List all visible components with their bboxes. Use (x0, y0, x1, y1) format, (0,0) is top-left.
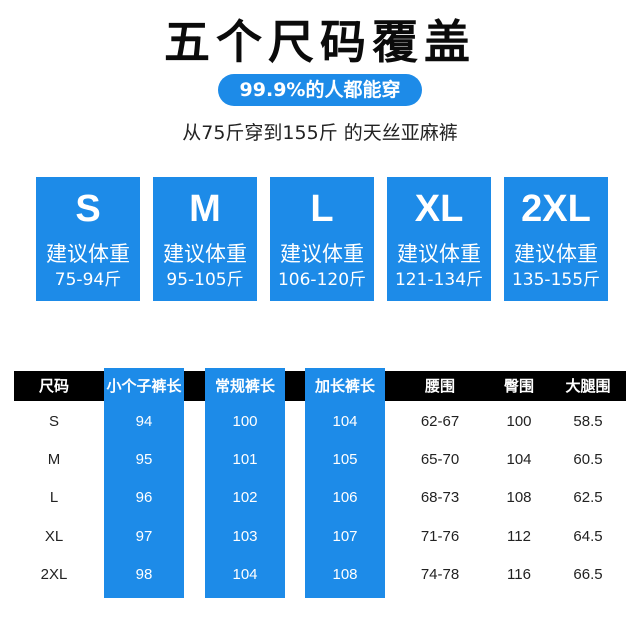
card-weight-label: 建议体重 (46, 242, 130, 266)
table-cell: 104 (506, 451, 532, 468)
size-card-s: S 建议体重 75-94斤 (36, 177, 140, 301)
table-cell: 116 (507, 566, 531, 583)
table-header-cell: 常规裤长 (214, 377, 275, 395)
table-cell: 60.5 (573, 451, 603, 468)
table-cell: L (49, 489, 59, 506)
table-header-cell: 小个子裤长 (106, 377, 182, 395)
card-size: L (310, 188, 334, 230)
table-cell: 112 (507, 528, 531, 545)
table-cell: 106 (332, 489, 358, 506)
table-header-cell: 臀围 (503, 377, 534, 395)
card-size: XL (414, 188, 464, 230)
size-cards: S 建议体重 75-94斤 M 建议体重 95-105斤 L 建议体重 106-… (36, 177, 614, 301)
card-weight-label: 建议体重 (163, 242, 247, 266)
table-cell: 100 (506, 413, 532, 430)
table-cell: 103 (232, 528, 258, 545)
table-cell: 108 (332, 566, 358, 583)
card-weight-range: 135-155斤 (511, 270, 601, 290)
table-cell: 108 (506, 489, 532, 506)
table-cell: 100 (232, 413, 258, 430)
card-weight-label: 建议体重 (280, 242, 364, 266)
table-header-cell: 加长裤长 (314, 377, 375, 395)
card-size: 2XL (521, 188, 591, 230)
size-card-l: L 建议体重 106-120斤 (270, 177, 374, 301)
table-cell: 74-78 (420, 566, 460, 583)
card-weight-label: 建议体重 (514, 242, 598, 266)
table-cell: M (47, 451, 61, 468)
table-cell: 98 (135, 566, 153, 583)
card-weight-label: 建议体重 (397, 242, 481, 266)
table-cell: 66.5 (573, 566, 603, 583)
table-cell: 102 (232, 489, 258, 506)
size-card-xl: XL 建议体重 121-134斤 (387, 177, 491, 301)
table-header-cell: 尺码 (38, 377, 69, 395)
table-cell: 68-73 (420, 489, 460, 506)
table-cell: S (48, 413, 59, 430)
table-header-cell: 大腿围 (565, 377, 611, 395)
table-cell: 101 (232, 451, 258, 468)
table-cell: 95 (135, 451, 153, 468)
table-cell: 107 (332, 528, 358, 545)
table-cell: XL (44, 528, 64, 545)
table-cell: 62-67 (420, 413, 460, 430)
page-subtitle: 从75斤穿到155斤 的天丝亚麻裤 (182, 122, 458, 144)
size-table: 尺码 小个子裤长 常规裤长 加长裤长 腰围 臀围 大腿围 S 94 100 104 62-67 100 5… (0, 368, 640, 632)
table-cell: 65-70 (420, 451, 460, 468)
card-weight-range: 75-94斤 (54, 270, 122, 290)
table-cell: 97 (135, 528, 153, 545)
table-cell: 96 (135, 489, 153, 506)
coverage-badge: 99.9%的人都能穿 (218, 74, 422, 106)
card-weight-range: 121-134斤 (394, 270, 484, 290)
table-header-cell: 腰围 (424, 377, 455, 395)
petite-length-column (104, 368, 184, 598)
table-cell: 94 (135, 413, 153, 430)
table-cell: 105 (332, 451, 358, 468)
card-size: S (75, 188, 101, 230)
table-cell: 104 (232, 566, 258, 583)
table-cell: 58.5 (573, 413, 603, 430)
size-card-2xl: 2XL 建议体重 135-155斤 (504, 177, 608, 301)
long-length-column (305, 368, 385, 598)
table-cell: 64.5 (573, 528, 603, 545)
card-size: M (189, 188, 221, 230)
card-weight-range: 95-105斤 (166, 270, 244, 290)
page-title: 五个尺码覆盖 (164, 15, 476, 69)
table-cell: 2XL (40, 566, 68, 583)
table-cell: 62.5 (573, 489, 603, 506)
size-card-m: M 建议体重 95-105斤 (153, 177, 257, 301)
card-weight-range: 106-120斤 (277, 270, 367, 290)
table-cell: 71-76 (420, 528, 460, 545)
table-cell: 104 (332, 413, 358, 430)
regular-length-column (205, 368, 285, 598)
